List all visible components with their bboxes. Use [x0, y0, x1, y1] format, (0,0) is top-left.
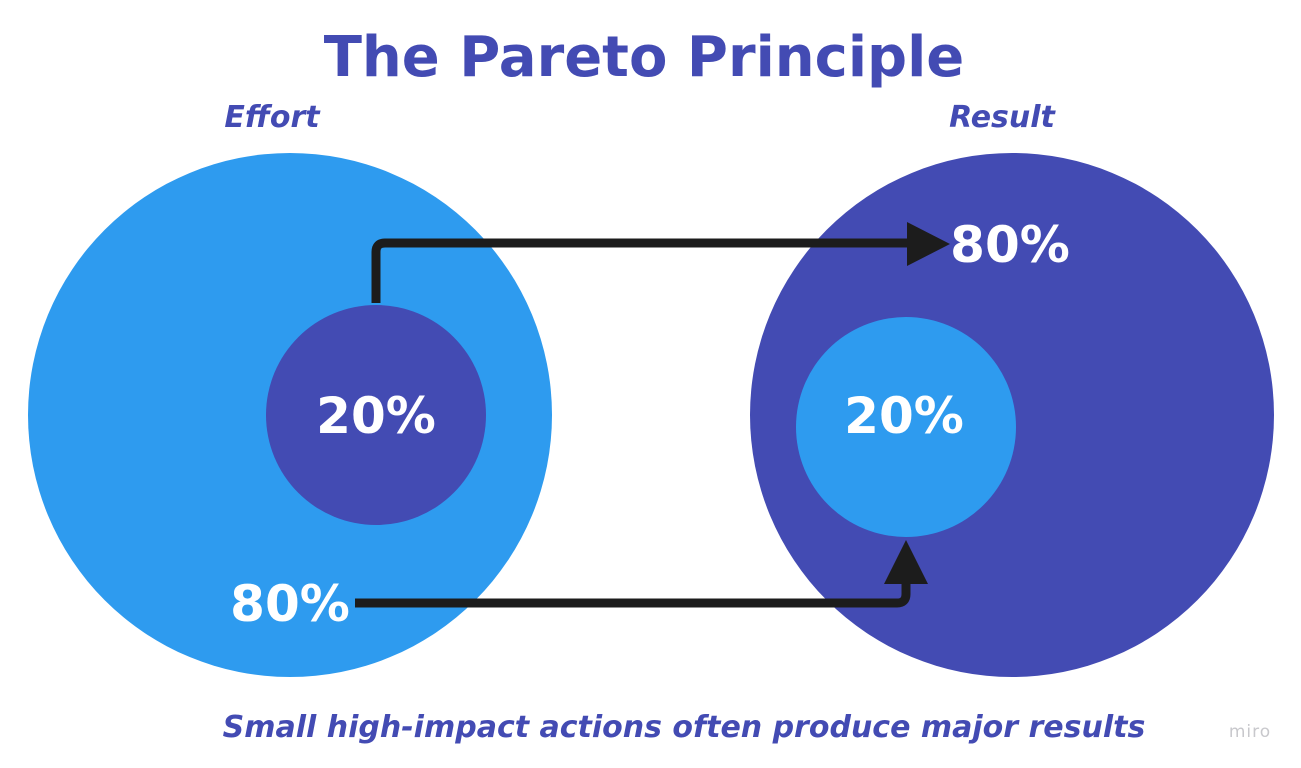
result-label: Result — [949, 100, 1056, 135]
effort-outer-percent: 80% — [230, 575, 350, 633]
effort-inner-percent: 20% — [316, 387, 436, 445]
bottom-connector-arrow-line — [355, 578, 911, 608]
diagram-title: The Pareto Principle — [324, 25, 965, 90]
effort-inner-circle — [266, 305, 486, 525]
result-inner-percent: 20% — [844, 387, 964, 445]
result-outer-percent: 80% — [950, 216, 1070, 274]
effort-label: Effort — [224, 100, 321, 135]
top-connector-arrow-line — [371, 238, 912, 303]
result-inner-circle — [796, 317, 1016, 537]
caption: Small high-impact actions often produce … — [223, 710, 1146, 745]
top-arrow-head — [907, 222, 950, 266]
bottom-arrow-head — [884, 540, 928, 584]
miro-watermark: miro — [1229, 722, 1271, 742]
